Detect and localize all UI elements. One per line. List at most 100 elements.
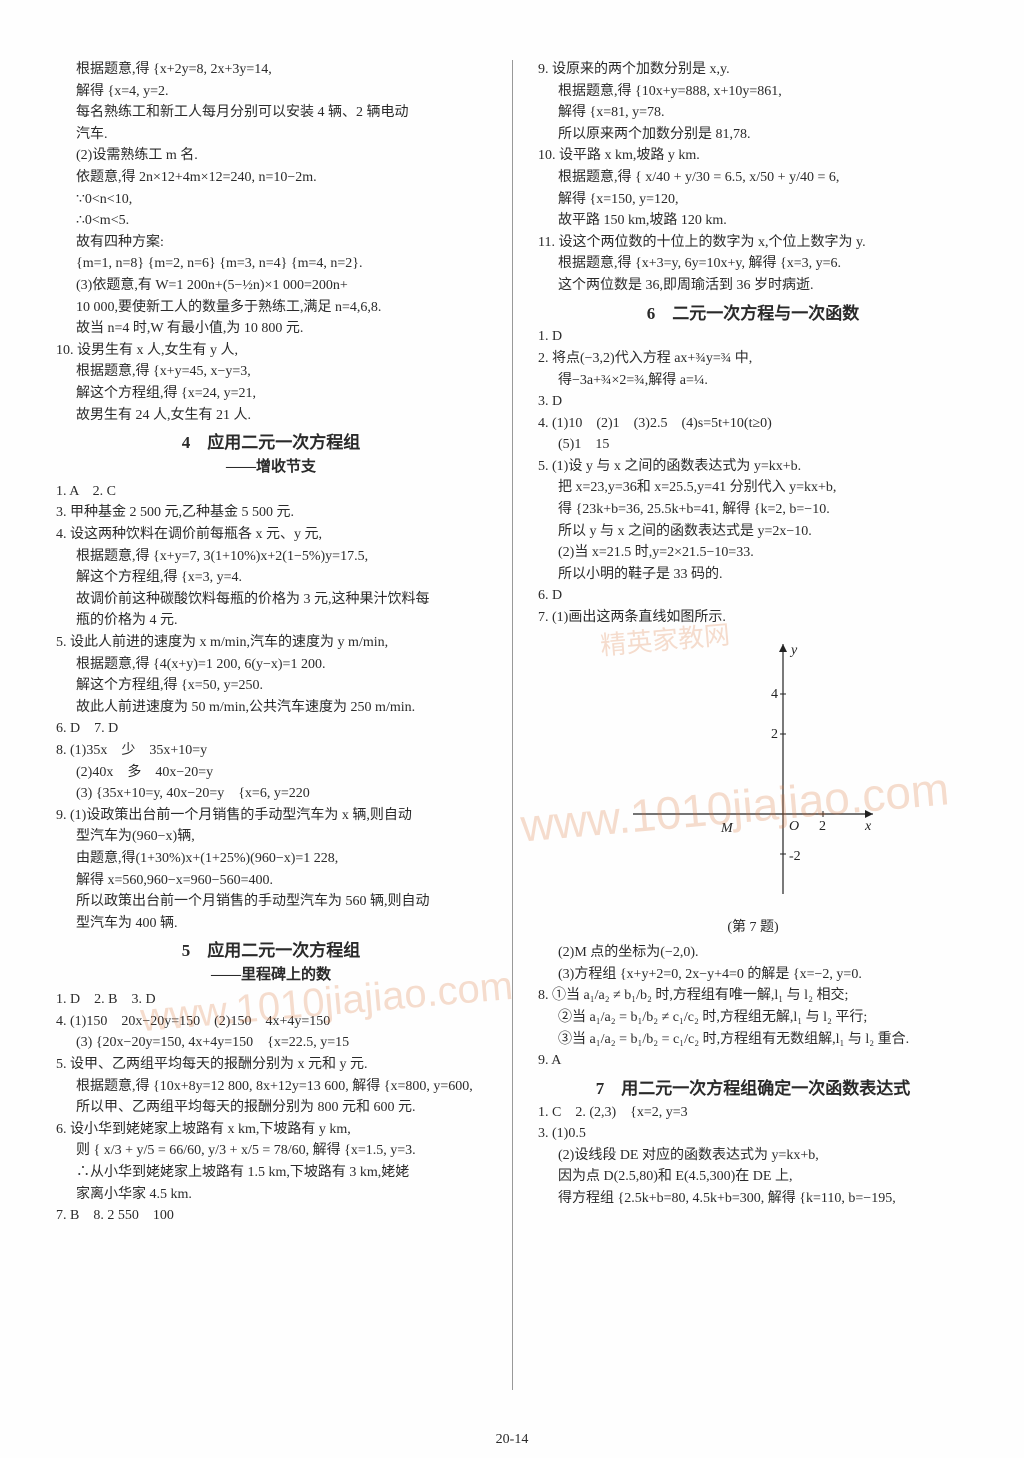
text-line: (2)M 点的坐标为(−2,0).: [522, 943, 984, 963]
text-line: 1. A 2. C: [40, 482, 502, 502]
text-line: 3. D: [522, 392, 984, 412]
text-line: (3) {35x+10=y, 40x−20=y {x=6, y=220: [40, 784, 502, 804]
section-4-title: 4 应用二元一次方程组: [40, 431, 502, 455]
text-line: 故调价前这种碳酸饮料每瓶的价格为 3 元,这种果汁饮料每: [40, 590, 502, 610]
text-line: 1. C 2. (2,3) {x=2, y=3: [522, 1103, 984, 1123]
text-line: (2)设线段 DE 对应的函数表达式为 y=kx+b,: [522, 1146, 984, 1166]
text-line: 解这个方程组,得 {x=50, y=250.: [40, 676, 502, 696]
text-line: 1. D: [522, 327, 984, 347]
text-line: (2)当 x=21.5 时,y=2×21.5−10=33.: [522, 543, 984, 563]
text-line: 型汽车为 400 辆.: [40, 914, 502, 934]
text-line: 根据题意,得 { x/40 + y/30 = 6.5, x/50 + y/40 …: [522, 168, 984, 188]
text-line: 解这个方程组,得 {x=24, y=21,: [40, 384, 502, 404]
text-line: 得方程组 {2.5k+b=80, 4.5k+b=300, 解得 {k=110, …: [522, 1189, 984, 1209]
text-line: 7. B 8. 2 550 100: [40, 1206, 502, 1226]
point-m-label: M: [720, 821, 734, 836]
text-line: 汽车.: [40, 125, 502, 145]
text-line: (2)设需熟练工 m 名.: [40, 146, 502, 166]
text-line: 则 { x/3 + y/5 = 66/60, y/3 + x/5 = 78/60…: [40, 1141, 502, 1161]
text-line: ②当 a₁/a₂ = b₁/b₂ ≠ c₁/c₂ 时,方程组无解,l₁ 与 l₂…: [522, 1008, 984, 1028]
text-line: 7. (1)画出这两条直线如图所示.: [522, 608, 984, 628]
page-number: 20-14: [0, 1432, 1024, 1448]
text-line: 3. (1)0.5: [522, 1124, 984, 1144]
text-line: 9. A: [522, 1051, 984, 1071]
y-axis-label: y: [789, 643, 798, 658]
figure-caption: (第 7 题): [522, 918, 984, 938]
text-line: 5. (1)设 y 与 x 之间的函数表达式为 y=kx+b.: [522, 457, 984, 477]
text-line: 所以 y 与 x 之间的函数表达式是 y=2x−10.: [522, 522, 984, 542]
text-line: 根据题意,得 {x+2y=8, 2x+3y=14,: [40, 60, 502, 80]
right-column: 9. 设原来的两个加数分别是 x,y. 根据题意,得 {10x+y=888, x…: [522, 60, 984, 1420]
text-line: 解得 x=560,960−x=960−560=400.: [40, 871, 502, 891]
tick-label: 2: [771, 727, 778, 742]
section-6-title: 6 二元一次方程与一次函数: [522, 302, 984, 326]
text-line: 因为点 D(2.5,80)和 E(4.5,300)在 DE 上,: [522, 1167, 984, 1187]
text-line: 2. 将点(−3,2)代入方程 ax+¾y=¾ 中,: [522, 349, 984, 369]
text-line: 根据题意,得 {4(x+y)=1 200, 6(y−x)=1 200.: [40, 655, 502, 675]
text-line: ③当 a₁/a₂ = b₁/b₂ = c₁/c₂ 时,方程组有无数组解,l₁ 与…: [522, 1030, 984, 1050]
text-line: 解得 {x=150, y=120,: [522, 190, 984, 210]
text-line: 4. (1)10 (2)1 (3)2.5 (4)s=5t+10(t≥0): [522, 414, 984, 434]
text-line: ∴0<m<5.: [40, 211, 502, 231]
text-line: 故有四种方案:: [40, 233, 502, 253]
text-line: ∴从小华到姥姥家上坡路有 1.5 km,下坡路有 3 km,姥姥: [40, 1163, 502, 1183]
text-line: 依题意,得 2n×12+4m×12=240, n=10−2m.: [40, 168, 502, 188]
text-line: 故当 n=4 时,W 有最小值,为 10 800 元.: [40, 319, 502, 339]
column-divider: [512, 60, 513, 1390]
text-line: 解得 {x=81, y=78.: [522, 103, 984, 123]
text-line: 5. 设甲、乙两组平均每天的报酬分别为 x 元和 y 元.: [40, 1055, 502, 1075]
tick-label: 4: [771, 687, 778, 702]
text-line: 解得 {x=4, y=2.: [40, 82, 502, 102]
text-line: 得 {23k+b=36, 25.5k+b=41, 解得 {k=2, b=−10.: [522, 500, 984, 520]
text-line: 根据题意,得 {x+y=7, 3(1+10%)x+2(1−5%)y=17.5,: [40, 547, 502, 567]
text-line: 6. D: [522, 586, 984, 606]
text-line: 瓶的价格为 4 元.: [40, 611, 502, 631]
text-line: 把 x=23,y=36和 x=25.5,y=41 分别代入 y=kx+b,: [522, 478, 984, 498]
section-5-title: 5 应用二元一次方程组: [40, 939, 502, 963]
text-line: 6. D 7. D: [40, 719, 502, 739]
text-line: 4. 设这两种饮料在调价前每瓶各 x 元、y 元,: [40, 525, 502, 545]
text-line: 解这个方程组,得 {x=3, y=4.: [40, 568, 502, 588]
section-5-subtitle: ——里程碑上的数: [40, 965, 502, 986]
text-line: (3)方程组 {x+y+2=0, 2x−y+4=0 的解是 {x=−2, y=0…: [522, 965, 984, 985]
text-line: 由题意,得(1+30%)x+(1+25%)(960−x)=1 228,: [40, 849, 502, 869]
text-line: 根据题意,得 {10x+8y=12 800, 8x+12y=13 600, 解得…: [40, 1077, 502, 1097]
text-line: 10 000,要使新工人的数量多于熟练工,满足 n=4,6,8.: [40, 298, 502, 318]
text-line: {m=1, n=8} {m=2, n=6} {m=3, n=4} {m=4, n…: [40, 254, 502, 274]
section-4-subtitle: ——增收节支: [40, 457, 502, 478]
text-line: 9. (1)设政策出台前一个月销售的手动型汽车为 x 辆,则自动: [40, 806, 502, 826]
text-line: 所以政策出台前一个月销售的手动型汽车为 560 辆,则自动: [40, 892, 502, 912]
text-line: 所以原来两个加数分别是 81,78.: [522, 125, 984, 145]
text-line: 8. (1)35x 少 35x+10=y: [40, 741, 502, 761]
text-line: 8. ①当 a₁/a₂ ≠ b₁/b₂ 时,方程组有唯一解,l₁ 与 l₂ 相交…: [522, 986, 984, 1006]
text-line: 11. 设这个两位数的十位上的数字为 x,个位上数字为 y.: [522, 233, 984, 253]
text-line: 这个两位数是 36,即周瑜活到 36 岁时病逝.: [522, 276, 984, 296]
tick-label: 2: [819, 819, 826, 834]
text-line: 所以甲、乙两组平均每天的报酬分别为 800 元和 600 元.: [40, 1098, 502, 1118]
figure-7-graph: 2 4 -2 2 O M x y: [613, 634, 893, 914]
text-line: 10. 设男生有 x 人,女生有 y 人,: [40, 341, 502, 361]
text-line: (5)1 15: [522, 435, 984, 455]
text-line: 3. 甲种基金 2 500 元,乙种基金 5 500 元.: [40, 503, 502, 523]
text-line: 根据题意,得 {x+3=y, 6y=10x+y, 解得 {x=3, y=6.: [522, 254, 984, 274]
tick-label: -2: [789, 849, 801, 864]
text-line: ∵0<n<10,: [40, 190, 502, 210]
left-column: 根据题意,得 {x+2y=8, 2x+3y=14, 解得 {x=4, y=2. …: [40, 60, 502, 1420]
text-line: 1. D 2. B 3. D: [40, 990, 502, 1010]
text-line: 故平路 150 km,坡路 120 km.: [522, 211, 984, 231]
text-line: 所以小明的鞋子是 33 码的.: [522, 565, 984, 585]
section-7-title: 7 用二元一次方程组确定一次函数表达式: [522, 1077, 984, 1101]
text-line: 每名熟练工和新工人每月分别可以安装 4 辆、2 辆电动: [40, 103, 502, 123]
text-line: 根据题意,得 {x+y=45, x−y=3,: [40, 362, 502, 382]
text-line: 根据题意,得 {10x+y=888, x+10y=861,: [522, 82, 984, 102]
text-line: (3) {20x−20y=150, 4x+4y=150 {x=22.5, y=1…: [40, 1033, 502, 1053]
text-line: 故男生有 24 人,女生有 21 人.: [40, 406, 502, 426]
text-line: 6. 设小华到姥姥家上坡路有 x km,下坡路有 y km,: [40, 1120, 502, 1140]
text-line: 家离小华家 4.5 km.: [40, 1185, 502, 1205]
origin-label: O: [789, 819, 799, 834]
text-line: 5. 设此人前进的速度为 x m/min,汽车的速度为 y m/min,: [40, 633, 502, 653]
text-line: (2)40x 多 40x−20=y: [40, 763, 502, 783]
text-line: 10. 设平路 x km,坡路 y km.: [522, 146, 984, 166]
text-line: 9. 设原来的两个加数分别是 x,y.: [522, 60, 984, 80]
text-line: 得−3a+¾×2=¾,解得 a=¼.: [522, 371, 984, 391]
